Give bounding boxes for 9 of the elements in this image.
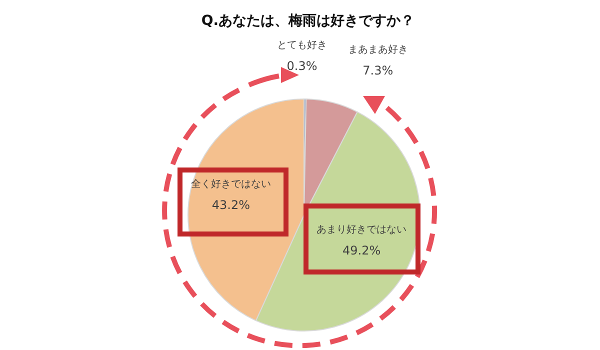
data-label: 49.2%	[342, 243, 381, 258]
data-label: 7.3%	[362, 63, 394, 78]
slice-label: あまり好きではない	[316, 224, 407, 236]
data-label: 43.2%	[212, 198, 250, 212]
slice-label: 全く好きではない	[190, 178, 271, 190]
slice-label: とても好き	[277, 40, 328, 52]
chart-title: Q.あなたは、梅雨は好きですか？	[200, 12, 416, 30]
slice-label: まあまあ好き	[348, 44, 408, 56]
data-label: 0.3%	[286, 59, 318, 74]
